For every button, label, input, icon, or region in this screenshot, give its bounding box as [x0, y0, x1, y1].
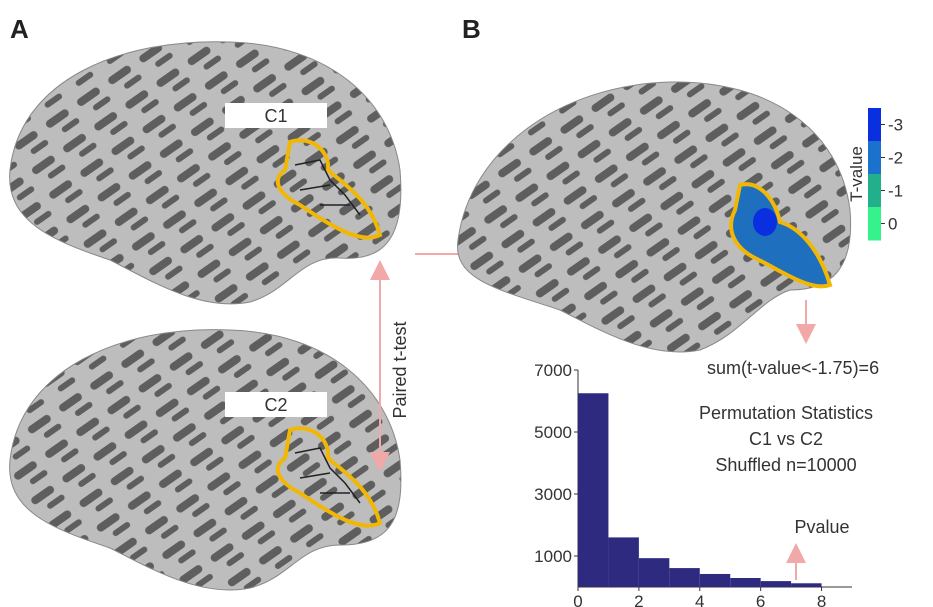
bar [669, 568, 699, 587]
test-label: Paired t-test [390, 321, 410, 418]
x-tick-label: 8 [817, 592, 826, 607]
bar [639, 558, 669, 587]
colorbar-tick-label: 0 [888, 215, 897, 234]
brain-surface [457, 82, 850, 352]
condition-label: C1 [264, 106, 287, 126]
chart-title: C1 vs C2 [749, 429, 823, 449]
bar [578, 393, 608, 587]
colorbar-tick-label: -1 [888, 182, 903, 201]
colorbar-label: T-value [847, 146, 866, 202]
panel-label: A [10, 14, 29, 44]
chart-title: Permutation Statistics [699, 403, 873, 423]
panel-label: B [462, 14, 481, 44]
roi-peak [753, 208, 777, 236]
histogram: 1000 3000 5000 7000 0 2 4 6 8 Permutation Statist… [534, 361, 873, 607]
x-tick-label: 2 [634, 592, 643, 607]
x-tick-label: 4 [695, 592, 704, 607]
x-tick-label: 0 [573, 592, 582, 607]
annotation: Pvalue [794, 517, 849, 537]
bar [730, 578, 760, 587]
x-tick-label: 6 [756, 592, 765, 607]
colorbar-segment [868, 174, 881, 208]
colorbar-tick-label: -3 [888, 116, 903, 135]
y-tick-label: 7000 [534, 361, 572, 380]
colorbar: -3 -2 -1 0 [868, 108, 903, 241]
y-tick-label: 3000 [534, 485, 572, 504]
bar [608, 537, 638, 587]
bar [761, 581, 791, 587]
y-tick-label: 1000 [534, 547, 572, 566]
bar [700, 574, 730, 587]
condition-label: C2 [264, 395, 287, 415]
colorbar-segment [868, 108, 881, 142]
bar [791, 583, 821, 587]
colorbar-tick-label: -2 [888, 149, 903, 168]
y-tick-label: 5000 [534, 423, 572, 442]
colorbar-segment [868, 141, 881, 175]
brain-surface [10, 330, 401, 590]
sum-annotation: sum(t-value<-1.75)=6 [707, 358, 879, 378]
colorbar-segment [868, 207, 881, 241]
chart-title: Shuffled n=10000 [715, 455, 856, 475]
brain-surface [10, 42, 401, 304]
figure: A B C1 C2 Paired t-test -3-2-10 T-value … [0, 0, 933, 607]
